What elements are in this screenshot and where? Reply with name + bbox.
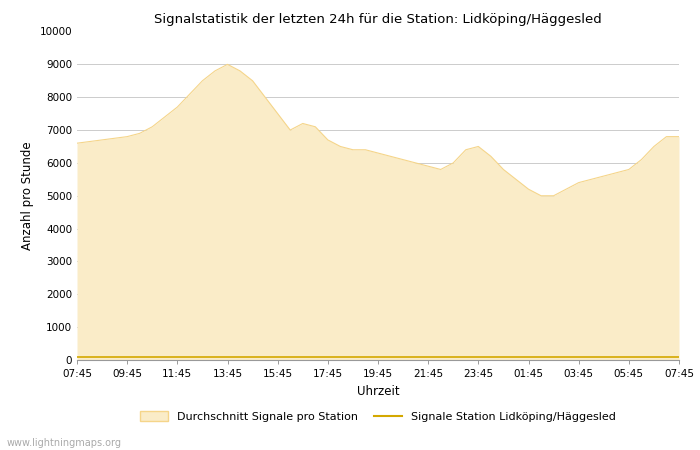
Title: Signalstatistik der letzten 24h für die Station: Lidköping/Häggesled: Signalstatistik der letzten 24h für die … xyxy=(154,13,602,26)
X-axis label: Uhrzeit: Uhrzeit xyxy=(357,385,399,398)
Text: www.lightningmaps.org: www.lightningmaps.org xyxy=(7,438,122,448)
Legend: Durchschnitt Signale pro Station, Signale Station Lidköping/Häggesled: Durchschnitt Signale pro Station, Signal… xyxy=(136,407,620,427)
Y-axis label: Anzahl pro Stunde: Anzahl pro Stunde xyxy=(21,141,34,250)
